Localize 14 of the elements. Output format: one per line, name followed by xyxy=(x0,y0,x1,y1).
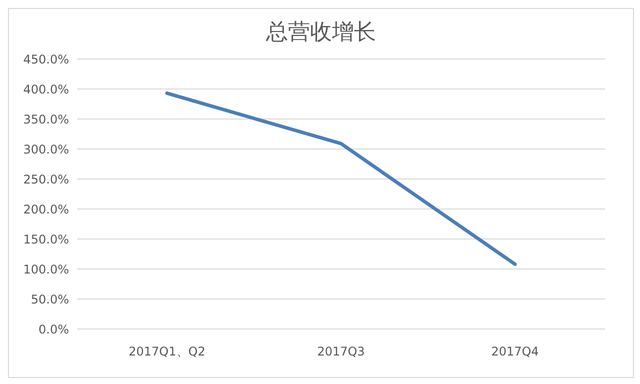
y-tick-label: 400.0% xyxy=(23,82,69,96)
y-tick-label: 200.0% xyxy=(23,202,69,216)
y-tick-label: 100.0% xyxy=(23,262,69,276)
y-tick-label: 350.0% xyxy=(23,112,69,126)
y-tick-label: 450.0% xyxy=(23,52,69,66)
y-tick-label: 250.0% xyxy=(23,172,69,186)
y-tick-label: 300.0% xyxy=(23,142,69,156)
x-tick-label: 2017Q4 xyxy=(491,344,539,359)
x-tick-label: 2017Q3 xyxy=(317,344,365,359)
y-tick-label: 0.0% xyxy=(38,322,69,336)
y-tick-label: 50.0% xyxy=(30,292,69,306)
chart-title: 总营收增长 xyxy=(265,19,377,47)
x-tick-label: 2017Q1、Q2 xyxy=(128,344,206,359)
y-tick-label: 150.0% xyxy=(23,232,69,246)
